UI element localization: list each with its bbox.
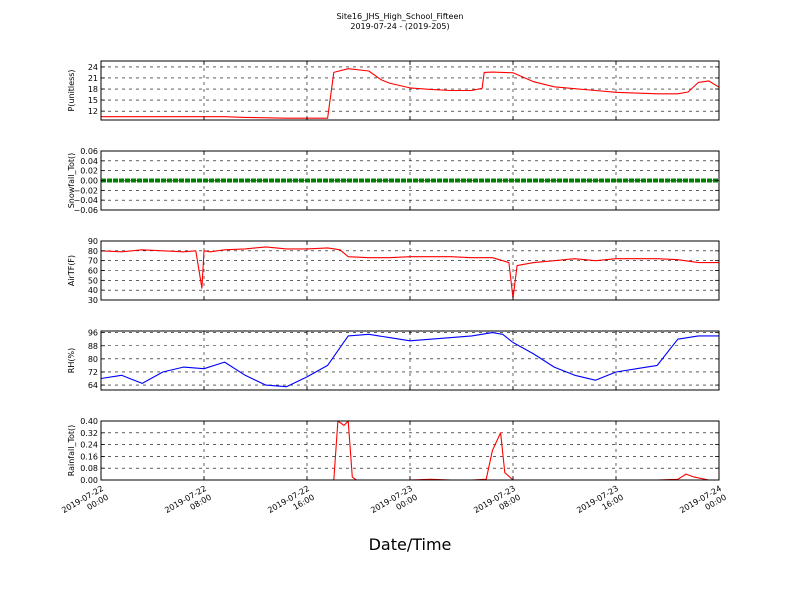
panel-4-ytick-label-1: 0.08 [80,464,98,473]
panel-1-ytick-label-1: −0.04 [73,196,98,205]
panel-2-ytick-label-4: 70 [88,257,98,266]
panel-1-ytick-label-6: 0.06 [80,147,98,156]
x-tick-label-2: 2019-07-2216:00 [266,484,316,524]
panel-0-ylabel: P(unitless) [67,69,76,111]
panel-1-ylabel: Snowfall_Tot() [67,153,76,209]
x-tick-label-3: 2019-07-2300:00 [369,484,419,524]
panel-0-ytick-label-4: 24 [88,63,98,72]
panel-0-ytick-label-1: 15 [88,96,98,105]
panel-1-ytick-label-2: −0.02 [73,186,98,195]
panel-2-ytick-label-3: 60 [88,267,98,276]
panel-1: −0.06−0.04−0.020.000.020.040.06 Snowfall_… [67,147,720,215]
panel-4: 0.00 0.08 0.16 0.24 0.32 0.40 Rainfall_Tot() [67,417,720,485]
panel-3-ylabel: RH(%) [67,348,76,373]
panel-3-ytick-label-4: 96 [88,329,98,338]
panel-0-ytick-label-2: 18 [88,85,98,94]
panel-4-ylabel: Rainfall_Tot() [67,425,76,477]
x-tick-label-1: 2019-07-2208:00 [163,484,213,524]
panels: 1215182124P(unitless)−0.06−0.04−0.020.00… [67,60,720,485]
panel-3-series-line [100,332,719,388]
panel-3-ytick-label-1: 72 [88,368,98,377]
panel-1-ytick-label-0: −0.06 [73,206,98,215]
x-tick-label-4: 2019-07-2308:00 [472,484,522,524]
x-tick-label-0: 2019-07-2200:00 [60,484,110,524]
panel-0-ytick-label-3: 21 [88,74,98,83]
panel-2-ytick-label-0: 30 [88,296,98,305]
panel-0-series-line [101,68,720,119]
panel-1-ytick-label-3: 0.00 [80,177,98,186]
figure-title-line2: 2019-07-24 - (2019-205) [350,22,449,31]
panel-1-ytick-label-5: 0.04 [80,157,98,166]
panel-0: 12 15 18 21 24 P(unitless) [67,60,720,121]
panel-2-ytick-label-5: 80 [88,247,98,256]
panel-4-ytick-label-2: 0.16 [80,452,98,461]
panel-3: 64 72 80 88 96 RH(%) [67,329,720,391]
x-axis-label: Date/Time [369,535,452,554]
panel-4-ytick-label-3: 0.24 [80,441,98,450]
figure-title-line1: Site16_JHS_High_School_Fifteen [337,12,464,21]
panel-2-ylabel: AirTF(F) [67,255,76,286]
x-tick-labels: 2019-07-2200:00 2019-07-2208:00 2019-07-22… [60,484,728,524]
panel-2-ytick-label-2: 50 [88,276,98,285]
panel-4-ytick-label-0: 0.00 [80,476,98,485]
panel-4-ytick-label-4: 0.32 [80,429,98,438]
panel-3-ytick-label-2: 80 [88,355,98,364]
panel-0-ytick-label-0: 12 [88,107,98,116]
panel-2-series-line [100,246,719,299]
panel-4-ytick-label-5: 0.40 [80,417,98,426]
panel-2-ytick-label-6: 90 [88,237,98,246]
panel-3-ytick-label-3: 88 [88,342,98,351]
panel-2-ytick-label-1: 40 [88,286,98,295]
panel-3-ytick-label-0: 64 [88,381,98,390]
x-tick-label-6: 2019-07-2400:00 [678,484,728,524]
panel-1-ytick-label-4: 0.02 [80,167,98,176]
x-tick-label-5: 2019-07-2316:00 [575,484,625,524]
